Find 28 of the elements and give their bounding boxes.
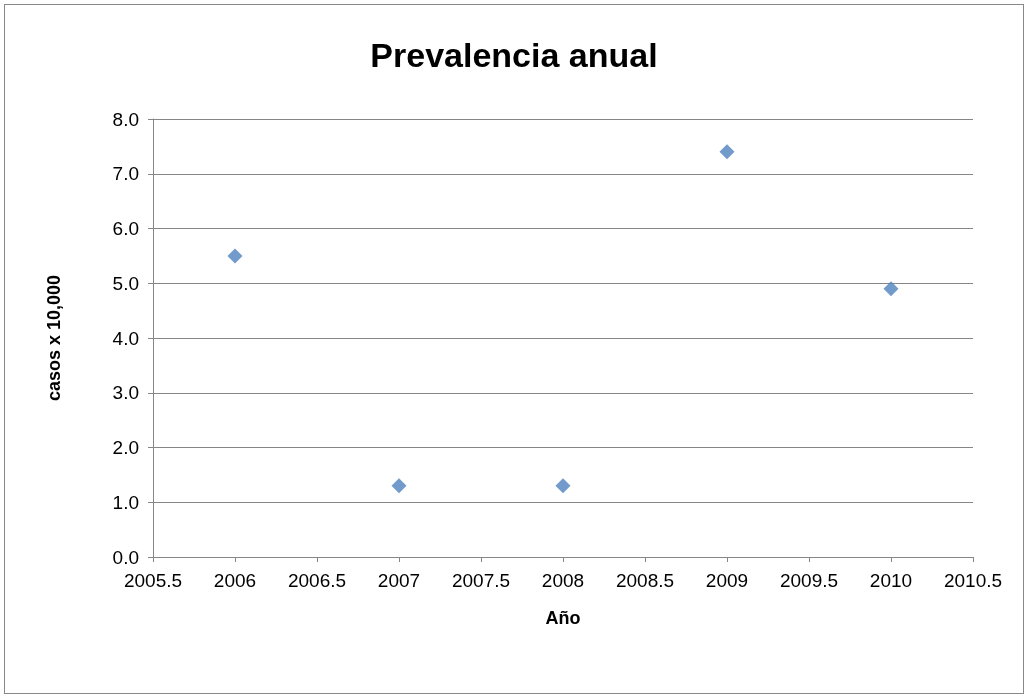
point xyxy=(391,478,407,494)
x-tick-label: 2010.5 xyxy=(943,570,1003,591)
x-tick-label: 2008.5 xyxy=(615,570,675,591)
x-tick-label: 2010 xyxy=(869,570,913,591)
y-tick-label: 7.0 xyxy=(112,163,139,185)
point xyxy=(227,248,243,264)
point xyxy=(555,478,571,494)
x-tick-label: 2006 xyxy=(213,570,257,591)
x-tick-label: 2008 xyxy=(541,570,585,591)
x-tick-label: 2007 xyxy=(377,570,421,591)
x-tick-label: 2007.5 xyxy=(451,570,511,591)
y-tick-label: 6.0 xyxy=(112,218,139,239)
y-tick-label: 0.0 xyxy=(112,546,139,568)
point xyxy=(883,281,899,297)
x-axis-title: Año xyxy=(545,608,581,628)
y-tick-label: 1.0 xyxy=(112,491,139,513)
point xyxy=(719,144,735,160)
y-tick-label: 8.0 xyxy=(112,108,139,130)
y-tick-label: 4.0 xyxy=(112,327,139,349)
y-axis-title: casos x 10,000 xyxy=(44,274,64,402)
y-tick-label: 5.0 xyxy=(112,272,139,294)
chart-title: Prevalencia anual xyxy=(370,36,658,74)
x-tick-label: 2009 xyxy=(705,570,749,591)
y-tick-label: 2.0 xyxy=(112,437,139,458)
y-tick-label: 3.0 xyxy=(112,382,139,404)
x-tick-label: 2006.5 xyxy=(287,570,347,591)
x-tick-label: 2009.5 xyxy=(779,570,839,591)
x-tick-label: 2005.5 xyxy=(123,570,183,591)
